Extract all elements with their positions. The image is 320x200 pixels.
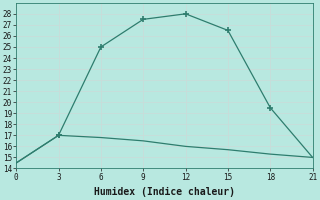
X-axis label: Humidex (Indice chaleur): Humidex (Indice chaleur) xyxy=(94,187,235,197)
